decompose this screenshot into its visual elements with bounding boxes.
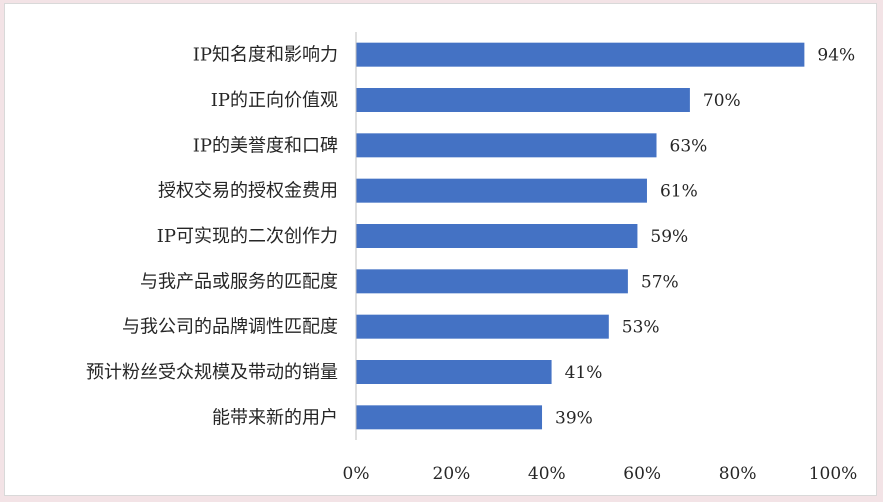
bar bbox=[356, 42, 805, 67]
category-label: IP的美誉度和口碑 bbox=[193, 135, 338, 156]
bar bbox=[356, 88, 690, 112]
x-tick-label: 100% bbox=[809, 464, 858, 484]
x-tick-label: 40% bbox=[528, 464, 566, 484]
category-label: IP知名度和影响力 bbox=[193, 45, 338, 66]
bar bbox=[356, 178, 647, 203]
bar bbox=[356, 360, 552, 384]
x-tick-label: 80% bbox=[719, 464, 757, 484]
category-label: 能带来新的用户 bbox=[212, 407, 338, 428]
data-label: 70% bbox=[703, 91, 741, 111]
x-tick-labels: 0% 20% 40% 60% 80% 100% bbox=[343, 464, 858, 484]
data-label: 41% bbox=[565, 363, 603, 383]
data-label: 94% bbox=[817, 46, 855, 66]
data-label: 39% bbox=[555, 408, 593, 428]
chart-frame: IP知名度和影响力 IP的正向价值观 IP的美誉度和口碑授权交易的授权金费用 IP可实… bbox=[4, 3, 877, 496]
bar bbox=[356, 133, 657, 158]
data-label: 59% bbox=[650, 227, 688, 247]
data-label: 53% bbox=[622, 318, 660, 338]
x-tick-label: 60% bbox=[623, 464, 661, 484]
bar bbox=[356, 269, 628, 294]
bar bbox=[356, 405, 543, 430]
x-tick-label: 20% bbox=[433, 464, 471, 484]
data-label: 63% bbox=[670, 136, 708, 156]
category-label: 与我公司的品牌调性匹配度 bbox=[122, 317, 338, 338]
category-label: 预计粉丝受众规模及带动的销量 bbox=[86, 362, 338, 383]
data-label: 57% bbox=[641, 272, 679, 292]
data-label: 61% bbox=[660, 182, 698, 202]
x-tick-label: 0% bbox=[343, 464, 370, 484]
category-label: IP的正向价值观 bbox=[211, 90, 338, 111]
bars-group bbox=[356, 42, 805, 430]
category-label: IP可实现的二次创作力 bbox=[157, 226, 338, 247]
bar bbox=[356, 224, 638, 248]
bar bbox=[356, 314, 609, 339]
category-label: 与我产品或服务的匹配度 bbox=[140, 271, 338, 292]
value-labels: 94% 70% 63% 61% 59% 57% 53% 41% 39% bbox=[555, 46, 855, 429]
category-label: 授权交易的授权金费用 bbox=[158, 181, 338, 202]
